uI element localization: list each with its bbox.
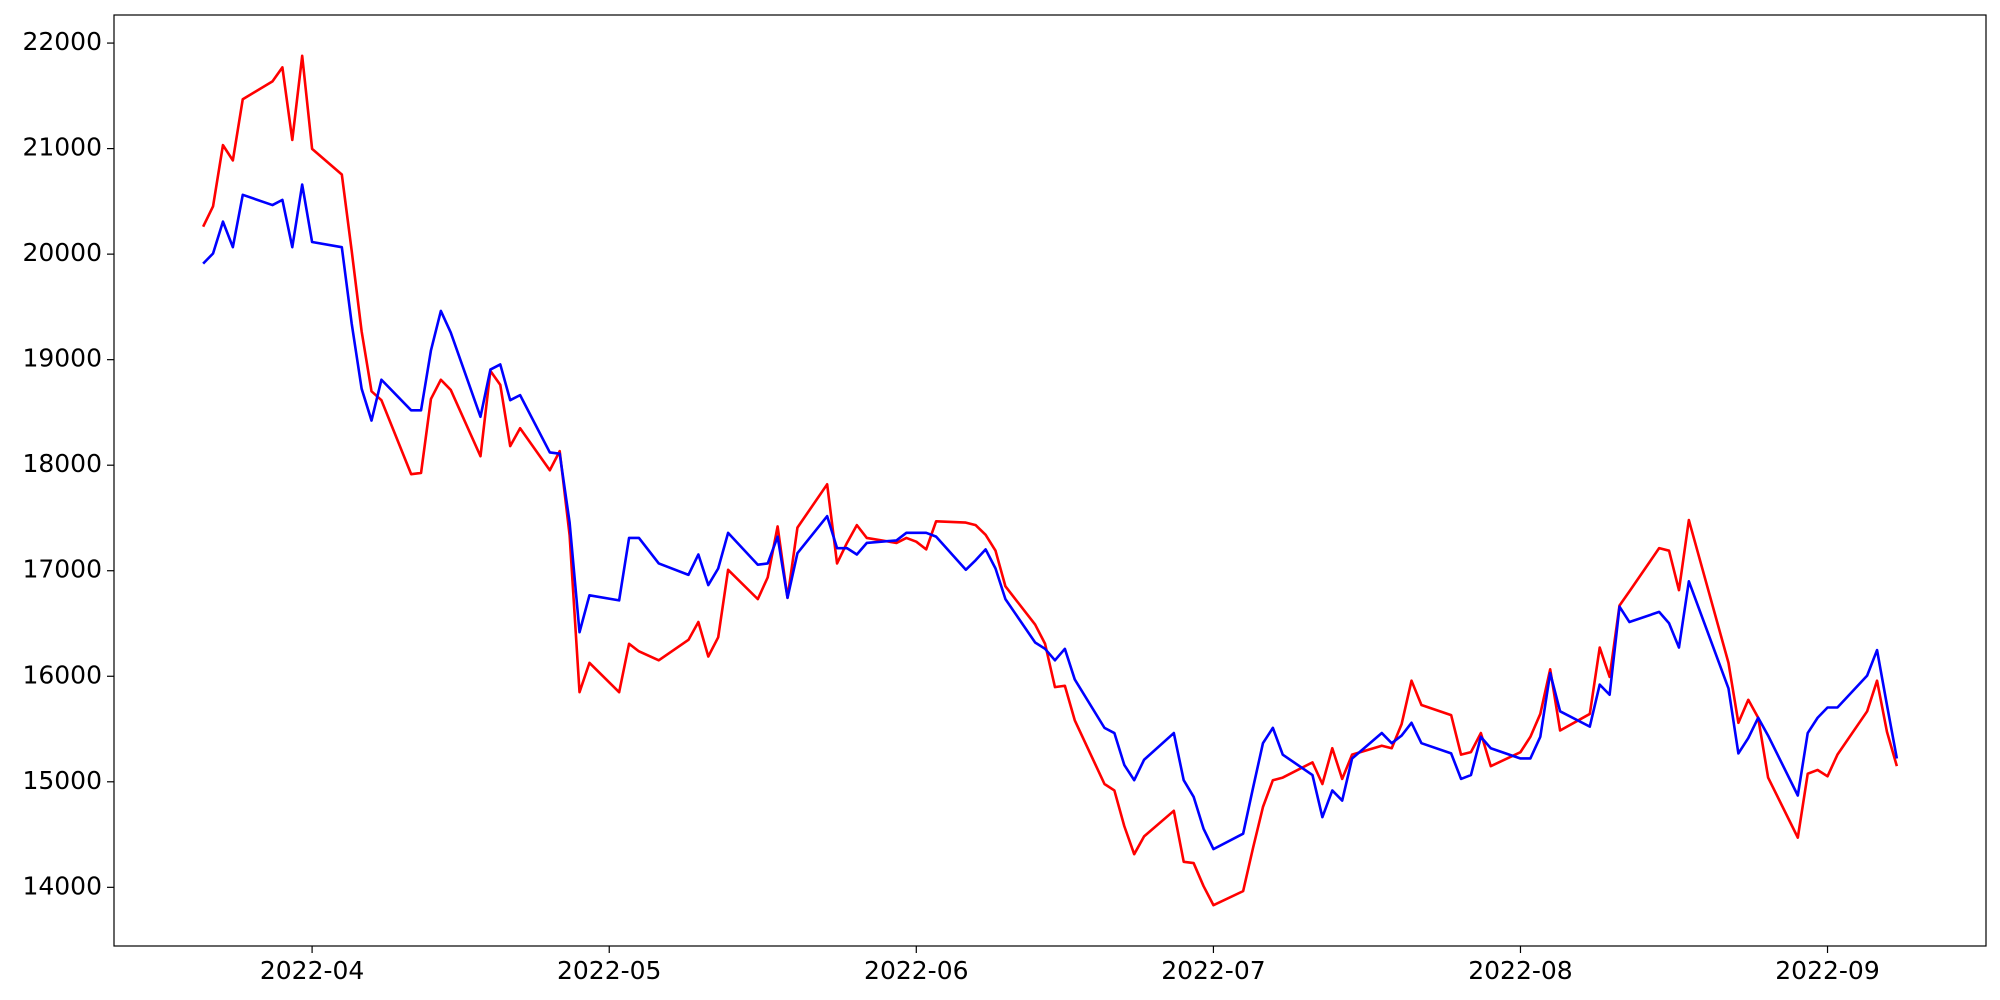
y-tick-label: 20000 bbox=[22, 238, 102, 267]
x-tick-label: 2022-05 bbox=[557, 956, 661, 985]
plot-frame bbox=[113, 14, 1987, 947]
y-tick-label: 17000 bbox=[22, 555, 102, 584]
x-tick-label: 2022-08 bbox=[1468, 956, 1572, 985]
x-tick-label: 2022-07 bbox=[1161, 956, 1265, 985]
y-tick-label: 21000 bbox=[22, 133, 102, 162]
x-tick-label: 2022-06 bbox=[864, 956, 968, 985]
y-tick-label: 22000 bbox=[22, 27, 102, 56]
y-tick-label: 19000 bbox=[22, 344, 102, 373]
y-tick-label: 18000 bbox=[22, 449, 102, 478]
y-tick-label: 14000 bbox=[22, 871, 102, 900]
x-tick-label: 2022-09 bbox=[1775, 956, 1879, 985]
series-line bbox=[202, 183, 1899, 851]
y-tick-label: 15000 bbox=[22, 766, 102, 795]
x-tick-label: 2022-04 bbox=[260, 956, 364, 985]
series-line bbox=[201, 54, 1899, 907]
y-tick-label: 16000 bbox=[22, 660, 102, 689]
